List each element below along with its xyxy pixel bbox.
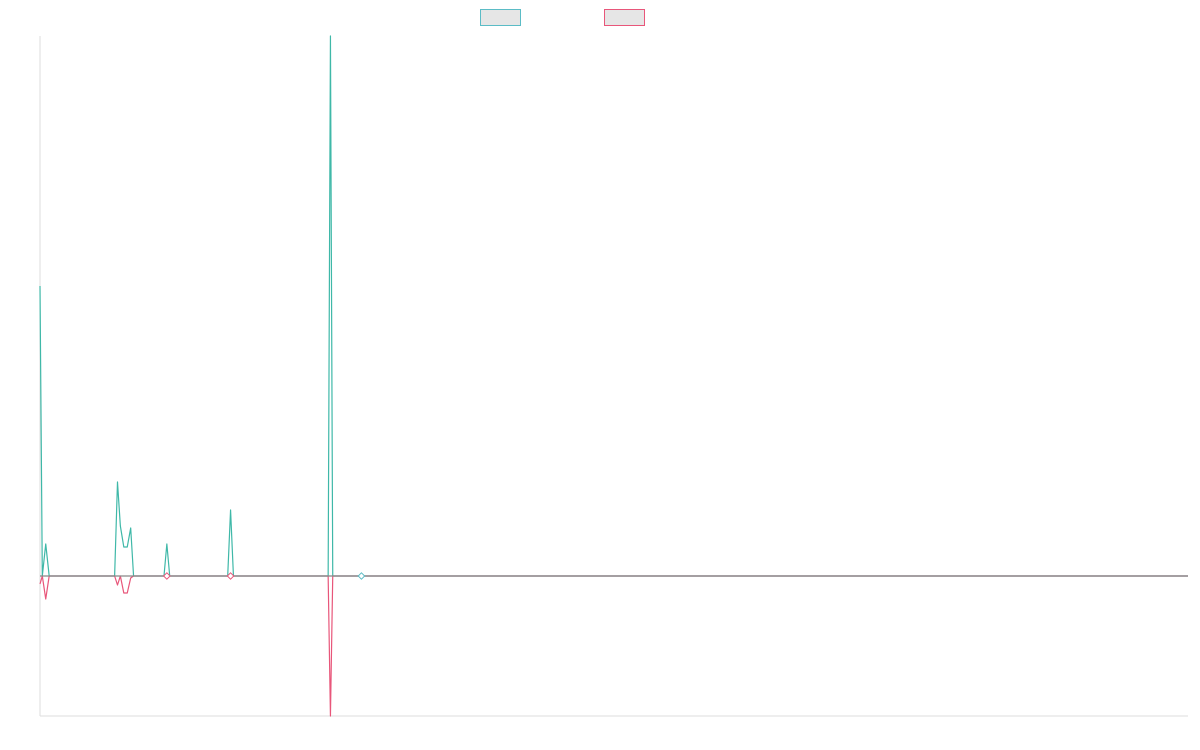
legend xyxy=(480,9,645,26)
legend-swatch-series-2[interactable] xyxy=(604,9,645,26)
series-line-2 xyxy=(39,575,1188,717)
data-point-marker-2 xyxy=(226,572,235,580)
series-layer xyxy=(39,35,1188,717)
data-point-marker-1 xyxy=(162,572,171,580)
axes xyxy=(39,36,1188,717)
legend-swatch-series-1[interactable] xyxy=(480,9,521,26)
data-point-marker-3 xyxy=(357,572,366,580)
series-line-1 xyxy=(39,35,1188,577)
marker-layer xyxy=(162,572,366,580)
